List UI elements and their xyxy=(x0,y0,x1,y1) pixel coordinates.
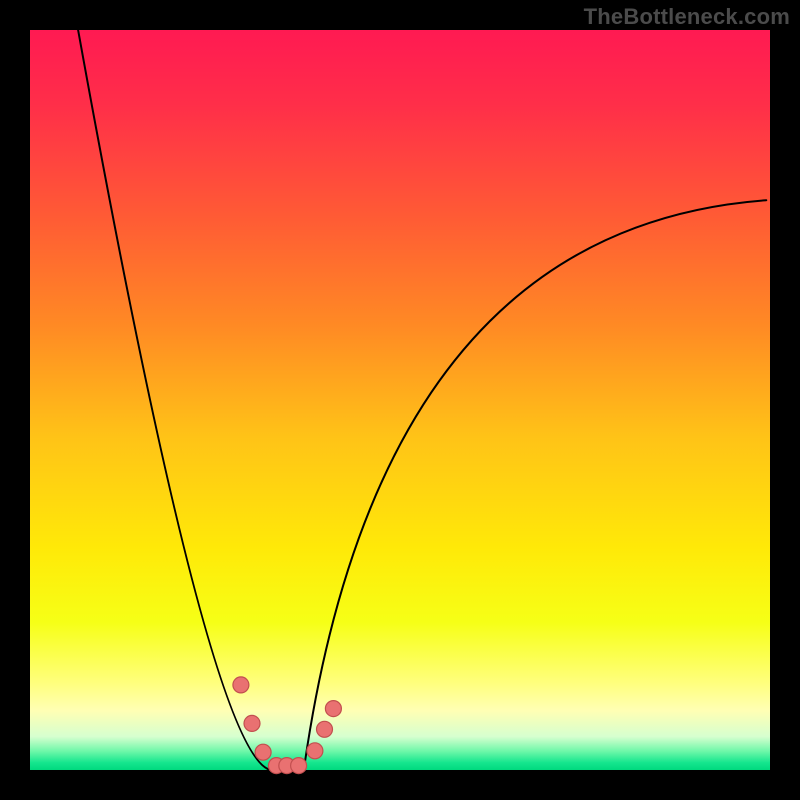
curve-marker xyxy=(233,677,249,693)
chart-svg xyxy=(0,0,800,800)
curve-marker xyxy=(255,744,271,760)
curve-marker xyxy=(307,743,323,759)
curve-marker xyxy=(244,715,260,731)
plot-area xyxy=(30,30,770,770)
curve-marker xyxy=(317,721,333,737)
curve-marker xyxy=(291,758,307,774)
curve-marker xyxy=(325,701,341,717)
watermark-text: TheBottleneck.com xyxy=(584,4,790,30)
chart-container: TheBottleneck.com xyxy=(0,0,800,800)
